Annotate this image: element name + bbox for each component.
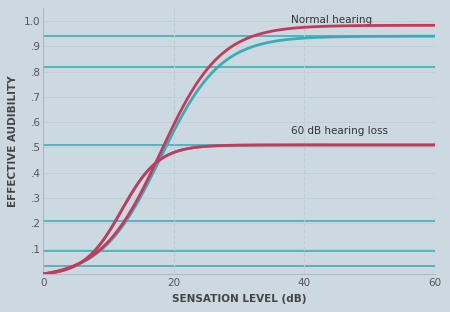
Y-axis label: EFFECTIVE AUDIBILITY: EFFECTIVE AUDIBILITY (9, 75, 18, 207)
Text: Normal hearing: Normal hearing (292, 15, 373, 25)
X-axis label: SENSATION LEVEL (dB): SENSATION LEVEL (dB) (172, 294, 306, 304)
Text: 60 dB hearing loss: 60 dB hearing loss (292, 126, 388, 136)
